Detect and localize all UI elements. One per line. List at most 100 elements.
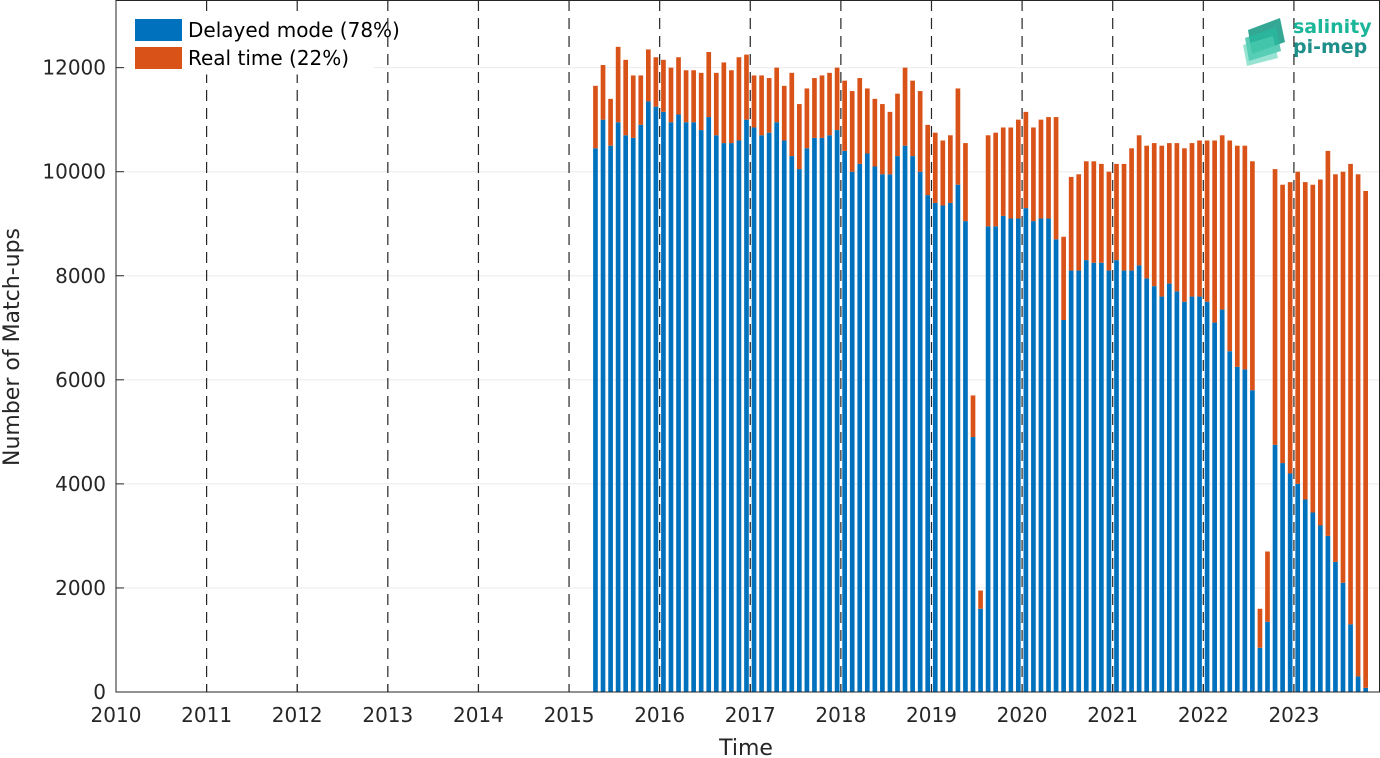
bar-real-time	[729, 70, 734, 144]
bar-real-time	[1061, 236, 1066, 320]
bar-real-time	[691, 70, 696, 123]
bar-delayed-mode	[608, 145, 613, 692]
bar-delayed-mode	[744, 119, 749, 693]
bar-delayed-mode	[1083, 260, 1089, 692]
y-tick-label: 6000	[55, 368, 106, 392]
bar-real-time	[917, 91, 923, 172]
bar-delayed-mode	[985, 226, 991, 692]
bar-delayed-mode	[849, 171, 855, 692]
bar-delayed-mode	[1189, 296, 1195, 692]
bar-delayed-mode	[1144, 278, 1150, 692]
y-tick-label: 8000	[55, 264, 106, 288]
bar-delayed-mode	[1265, 621, 1270, 692]
bar-delayed-mode	[1310, 512, 1316, 692]
bar-real-time	[1363, 190, 1368, 688]
bar-real-time	[895, 93, 900, 157]
x-tick-label: 2021	[1087, 703, 1138, 727]
bar-delayed-mode	[978, 608, 983, 692]
bar-real-time	[744, 54, 749, 120]
bar-real-time	[819, 75, 825, 138]
bar-real-time	[1212, 140, 1217, 323]
bar-real-time	[864, 88, 870, 154]
x-tick-label: 2015	[544, 703, 595, 727]
bar-delayed-mode	[1363, 687, 1368, 692]
bar-delayed-mode	[963, 221, 968, 692]
bar-real-time	[781, 85, 787, 141]
bar-delayed-mode	[1302, 499, 1308, 692]
bar-delayed-mode	[804, 148, 810, 693]
bar-delayed-mode	[910, 156, 915, 693]
legend-label-delayed: Delayed mode (78%)	[188, 18, 400, 42]
bar-real-time	[1333, 174, 1338, 562]
bar-delayed-mode	[1099, 262, 1104, 692]
bar-delayed-mode	[955, 184, 961, 692]
bar-real-time	[978, 590, 983, 609]
bar-real-time	[804, 88, 810, 149]
bar-real-time	[661, 59, 666, 112]
bar-delayed-mode	[1053, 239, 1059, 692]
bar-real-time	[615, 46, 621, 123]
bar-delayed-mode	[1046, 218, 1051, 692]
bar-delayed-mode	[623, 135, 629, 692]
bar-real-time	[706, 52, 712, 118]
x-tick-label: 2018	[815, 703, 866, 727]
bar-real-time	[1242, 145, 1248, 370]
x-axis-label: Time	[718, 736, 773, 758]
bar-delayed-mode	[1023, 208, 1029, 692]
x-tick-label: 2014	[453, 703, 504, 727]
bar-real-time	[1031, 127, 1036, 222]
bar-real-time	[1204, 140, 1210, 302]
logo-text-pi-mep: pi-mep	[1293, 36, 1367, 58]
bar-real-time	[849, 91, 855, 172]
bar-delayed-mode	[925, 195, 931, 693]
bar-delayed-mode	[736, 140, 742, 693]
bar-real-time	[842, 80, 847, 151]
bar-real-time	[1227, 140, 1233, 352]
bar-real-time	[834, 67, 840, 131]
bar-real-time	[1114, 163, 1119, 261]
bar-delayed-mode	[819, 137, 825, 692]
bar-delayed-mode	[940, 205, 946, 692]
bar-delayed-mode	[1000, 215, 1006, 693]
bar-real-time	[630, 75, 636, 138]
bar-delayed-mode	[1257, 647, 1263, 692]
bar-real-time	[1348, 163, 1353, 625]
bar-delayed-mode	[1250, 390, 1255, 692]
bar-delayed-mode	[593, 148, 598, 693]
bar-real-time	[1325, 150, 1331, 536]
bar-real-time	[1219, 135, 1225, 310]
bar-real-time	[1340, 171, 1346, 583]
bar-delayed-mode	[1076, 270, 1082, 692]
bar-real-time	[713, 72, 719, 136]
bar-delayed-mode	[1295, 483, 1301, 692]
y-tick-label: 2000	[55, 576, 106, 600]
bar-real-time	[1076, 174, 1082, 271]
bar-real-time	[721, 62, 727, 144]
bar-delayed-mode	[993, 226, 998, 692]
bar-delayed-mode	[1129, 270, 1134, 692]
bar-real-time	[857, 78, 863, 164]
bar-delayed-mode	[1008, 218, 1014, 692]
bar-delayed-mode	[781, 140, 787, 693]
bar-real-time	[993, 132, 998, 227]
bar-delayed-mode	[668, 122, 674, 692]
bar-delayed-mode	[615, 122, 621, 692]
bar-real-time	[653, 57, 659, 107]
bar-delayed-mode	[834, 130, 840, 692]
bar-delayed-mode	[630, 137, 636, 692]
legend-swatch-realtime	[135, 47, 182, 69]
bar-real-time	[902, 67, 908, 146]
bar-delayed-mode	[766, 132, 772, 692]
x-tick-label: 2023	[1268, 703, 1319, 727]
bar-real-time	[910, 80, 915, 157]
bar-delayed-mode	[1325, 535, 1331, 692]
bar-delayed-mode	[842, 150, 847, 692]
legend: Delayed mode (78%) Real time (22%)	[126, 11, 400, 75]
bar-delayed-mode	[1272, 444, 1278, 692]
bar-delayed-mode	[970, 437, 976, 692]
bar-real-time	[668, 67, 674, 123]
bar-delayed-mode	[661, 111, 666, 693]
x-tick-label: 2017	[725, 703, 776, 727]
bar-real-time	[1166, 143, 1172, 284]
